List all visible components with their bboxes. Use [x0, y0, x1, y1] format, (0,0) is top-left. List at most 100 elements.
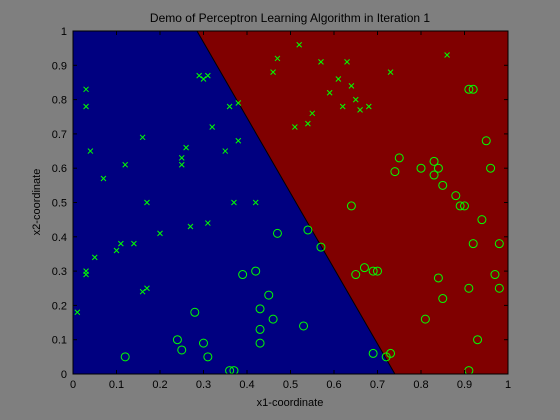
- y-tick-label: 1: [61, 26, 67, 38]
- x-marker-point: [335, 76, 342, 82]
- circle-marker-point: [473, 335, 483, 345]
- circle-marker-point: [390, 167, 400, 177]
- x-tick-label: 0.4: [239, 379, 254, 391]
- circle-marker-point: [477, 215, 487, 225]
- x-marker-point: [252, 199, 259, 206]
- circle-marker-point: [455, 201, 465, 211]
- x-marker-point: [139, 288, 146, 295]
- scatter-points: [74, 41, 504, 374]
- circle-marker-point: [316, 242, 326, 252]
- circle-marker-point: [494, 239, 504, 249]
- x-marker-point: [444, 52, 450, 58]
- decision-boundary: [196, 31, 396, 374]
- x-marker-point: [187, 223, 194, 230]
- circle-marker-point: [429, 170, 439, 180]
- x-tick-label: 0.1: [109, 379, 124, 391]
- circle-marker-point: [303, 225, 313, 235]
- circle-marker-point: [373, 266, 382, 276]
- y-tick-label: 0.8: [52, 95, 67, 107]
- x-marker-point: [296, 41, 303, 48]
- x-tick-label: 0.2: [152, 379, 167, 391]
- x-marker-point: [348, 83, 355, 89]
- circle-marker-point: [438, 180, 448, 190]
- x-marker-point: [100, 175, 107, 182]
- circle-marker-point: [416, 163, 426, 173]
- x-marker-point: [91, 254, 98, 261]
- circle-marker-point: [351, 270, 361, 280]
- x-marker-point: [231, 199, 237, 206]
- circle-marker-point: [464, 84, 474, 94]
- circle-marker-point: [264, 290, 274, 300]
- circle-marker-point: [420, 314, 430, 324]
- x-marker-point: [87, 148, 94, 154]
- circle-marker-point: [494, 283, 504, 293]
- x-marker-point: [183, 144, 189, 151]
- circle-marker-point: [468, 84, 478, 94]
- y-tick-label: 0: [61, 369, 67, 381]
- x-marker-point: [270, 69, 276, 76]
- circle-marker-point: [394, 153, 404, 163]
- x-marker-point: [113, 247, 120, 254]
- x-marker-point: [235, 100, 242, 106]
- circle-marker-point: [255, 324, 265, 334]
- circle-marker-point: [272, 228, 282, 238]
- x-marker-point: [131, 240, 137, 247]
- y-tick-label: 0.7: [52, 129, 67, 141]
- x-marker-point: [117, 240, 124, 247]
- x-marker-point: [209, 124, 216, 130]
- x-marker-point: [74, 309, 81, 316]
- circle-marker-point: [460, 201, 469, 211]
- y-tick-label: 0.5: [52, 198, 67, 210]
- x-marker-point: [365, 103, 372, 110]
- axis-ticks: 0 0.1 0.2 0.3 0.4 0.5 0.6 0.7 0.8 0.9 1 0 0.1 0.2 0.3 0…: [52, 26, 511, 391]
- circle-marker-point: [451, 191, 461, 201]
- x-marker-point: [357, 107, 363, 113]
- x-marker-point: [235, 137, 242, 144]
- x-tick-label: 0.7: [370, 379, 385, 391]
- x-marker-point: [226, 103, 233, 110]
- plot-area: [73, 31, 508, 374]
- x-marker-point: [204, 220, 211, 226]
- x-marker-point: [326, 89, 333, 96]
- x-marker-point: [291, 124, 298, 130]
- circle-marker-point: [225, 366, 235, 374]
- x-marker-point: [144, 285, 150, 292]
- circle-marker-point: [368, 266, 378, 276]
- circle-marker-point: [486, 163, 496, 173]
- chart-title: Demo of Perceptron Learning Algorithm in…: [150, 11, 430, 25]
- circle-marker-point: [464, 283, 474, 293]
- circle-marker-point: [229, 366, 239, 374]
- x-marker-point: [222, 148, 229, 154]
- circle-marker-point: [255, 338, 265, 348]
- circle-marker-point: [190, 307, 200, 317]
- circle-marker-point: [255, 304, 265, 314]
- x-marker-point: [139, 134, 146, 141]
- circle-marker-point: [172, 335, 182, 345]
- x-tick-label: 0.8: [413, 379, 428, 391]
- y-tick-label: 0.9: [52, 60, 67, 72]
- x-marker-point: [387, 69, 394, 76]
- circle-marker-point: [120, 352, 130, 362]
- circle-marker-point: [433, 273, 443, 283]
- x-marker-point: [83, 271, 89, 278]
- circle-marker-point: [268, 314, 278, 324]
- x-marker-point: [344, 59, 350, 65]
- x-axis-label: x1-coordinate: [257, 397, 324, 409]
- x-marker-point: [318, 59, 324, 65]
- circle-marker-point: [429, 156, 439, 166]
- x-marker-point: [178, 155, 185, 161]
- x-tick-label: 0.6: [326, 379, 341, 391]
- x-marker-point: [305, 120, 311, 127]
- circle-marker-point: [481, 136, 491, 146]
- x-marker-point: [83, 103, 89, 110]
- y-tick-label: 0.2: [52, 300, 67, 312]
- y-tick-label: 0.3: [52, 266, 67, 278]
- x-marker-point: [196, 72, 203, 79]
- x-marker-point: [83, 86, 89, 93]
- x-marker-point: [352, 96, 359, 103]
- x-marker-point: [204, 72, 211, 79]
- x-marker-point: [309, 110, 316, 117]
- circle-marker-point: [346, 201, 356, 211]
- circle-marker-point: [368, 348, 378, 358]
